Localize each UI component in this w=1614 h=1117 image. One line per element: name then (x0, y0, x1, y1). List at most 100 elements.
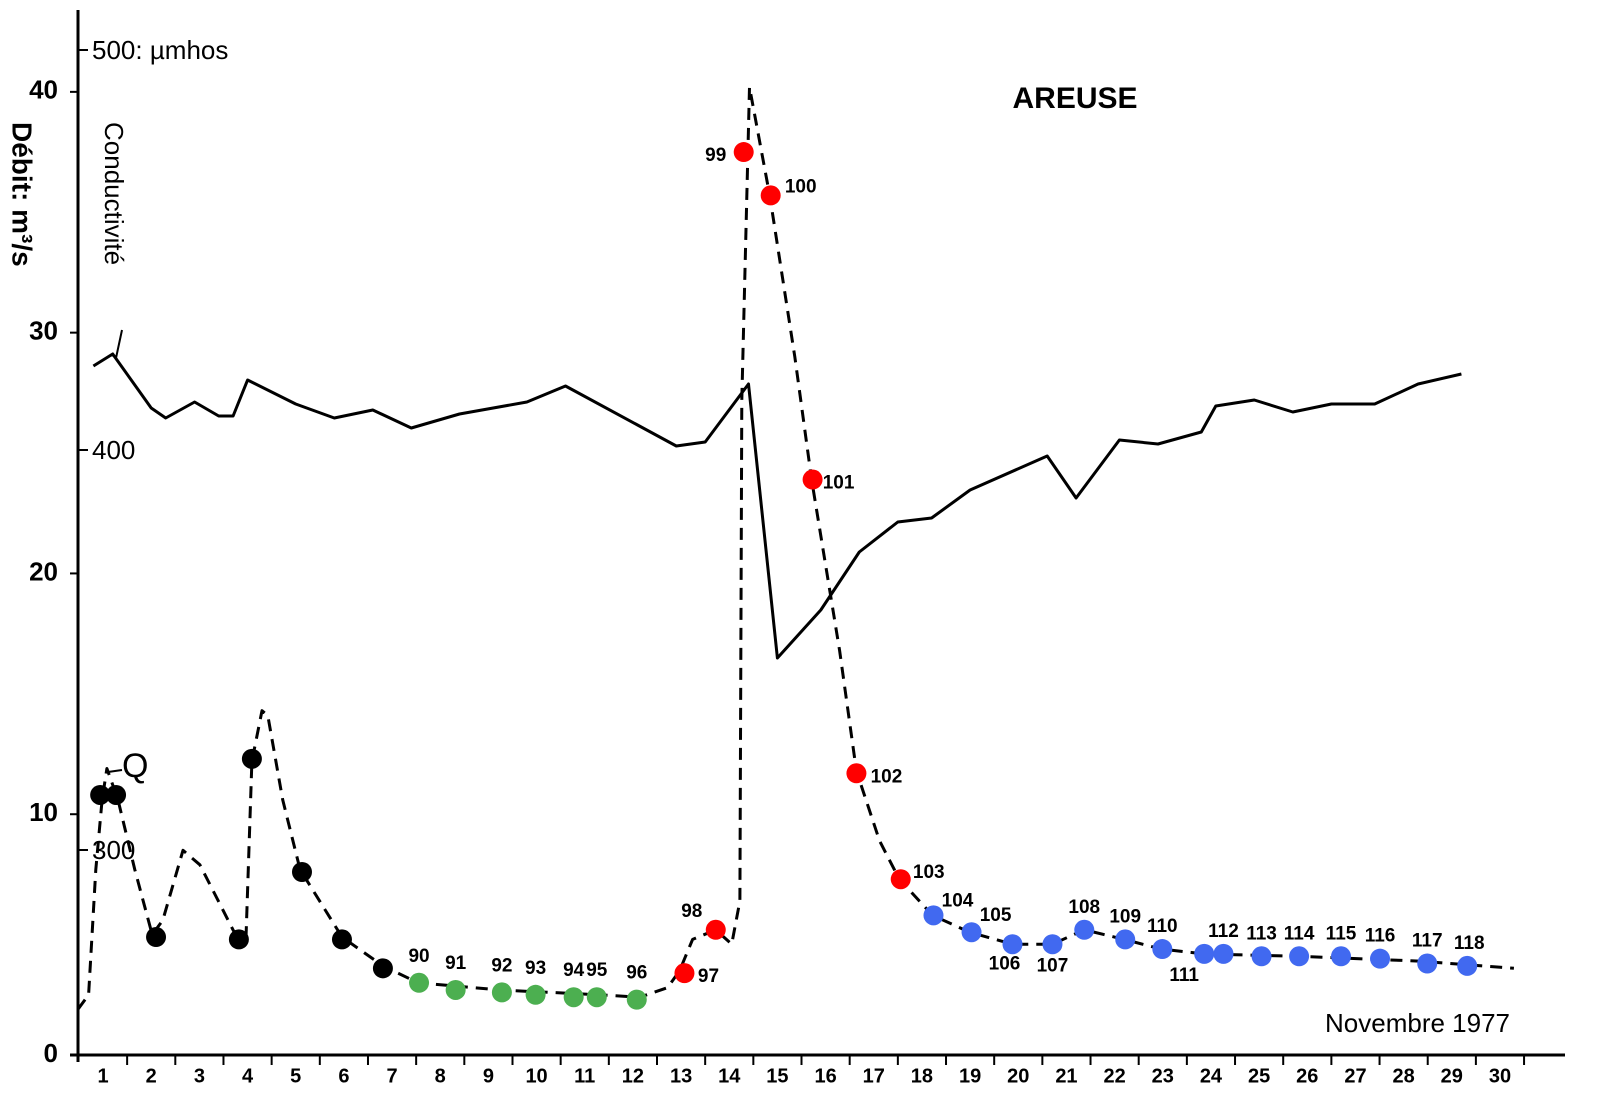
sample-point (802, 469, 823, 490)
sample-label: 111 (1169, 965, 1199, 986)
x-tick-label: 23 (1152, 1065, 1174, 1087)
sample-label: 109 (1109, 906, 1141, 927)
y-tick-label: 10 (29, 797, 58, 827)
sample-point (1152, 939, 1173, 960)
x-tick-label: 12 (622, 1065, 644, 1087)
sample-point (674, 963, 695, 984)
y2-tick-label: 300 (92, 835, 135, 865)
sample-point (445, 979, 466, 1000)
sample-point (291, 862, 312, 883)
line (92, 352, 1462, 660)
sample-label: 105 (980, 905, 1012, 926)
x-tick-label: 15 (766, 1065, 788, 1087)
x-tick-label: 22 (1103, 1065, 1125, 1087)
sample-label: 114 (1284, 923, 1315, 944)
x-tick-label: 25 (1248, 1065, 1270, 1087)
x-tick-label: 24 (1200, 1065, 1223, 1087)
x-tick-label: 9 (483, 1065, 494, 1087)
leader-line (115, 329, 123, 359)
sample-point (525, 984, 546, 1005)
sample-label: 108 (1068, 897, 1100, 918)
x-tick-label: 29 (1441, 1065, 1463, 1087)
y-tick-label: 30 (29, 316, 58, 346)
sample-point (1002, 934, 1023, 955)
series-label: Conductivité (99, 122, 129, 265)
sample-label: 95 (586, 960, 608, 981)
x-tick-label: 13 (670, 1065, 692, 1087)
sample-label: 92 (491, 955, 512, 976)
y-tick-label: 0 (44, 1038, 58, 1068)
sample-label: 106 (989, 953, 1021, 974)
x-tick-label: 3 (194, 1065, 205, 1087)
sample-point (1417, 953, 1438, 974)
y-axis-label: Débit: m³/s (7, 122, 38, 267)
sample-point (626, 989, 647, 1010)
series-label: Q (122, 747, 148, 785)
x-tick-label: 27 (1344, 1065, 1366, 1087)
sample-label: 102 (871, 766, 903, 787)
sample-point (241, 748, 262, 769)
y-tick-label: 20 (29, 556, 58, 586)
sample-point (372, 958, 393, 979)
x-tick-label: 4 (242, 1065, 254, 1087)
sample-label: 98 (681, 901, 702, 922)
sample-point (1457, 955, 1478, 976)
x-tick-label: 30 (1489, 1065, 1511, 1087)
sample-label: 94 (563, 960, 585, 981)
leader-line (107, 769, 123, 773)
sample-point (961, 922, 982, 943)
sample-point (146, 927, 167, 948)
sample-point (1331, 946, 1352, 967)
sample-point (90, 784, 111, 805)
sample-point (563, 987, 584, 1008)
sample-point (705, 919, 726, 940)
sample-point (846, 763, 867, 784)
sample-point (228, 929, 249, 950)
sample-label: 93 (525, 958, 546, 979)
x-tick-label: 1 (97, 1065, 108, 1087)
sample-label: 90 (408, 946, 429, 967)
x-tick-label: 19 (959, 1065, 981, 1087)
x-tick-label: 20 (1007, 1065, 1029, 1087)
x-tick-label: 18 (911, 1065, 933, 1087)
x-tick-label: 5 (290, 1065, 301, 1087)
sample-label: 103 (913, 862, 945, 883)
sample-label: 96 (626, 963, 647, 984)
sample-label: 101 (823, 473, 855, 494)
sample-point (890, 869, 911, 890)
x-tick-label: 17 (863, 1065, 885, 1087)
sample-point (1213, 943, 1234, 964)
y-tick-label: 40 (29, 75, 58, 105)
sample-point (1194, 943, 1215, 964)
sample-point (1115, 929, 1136, 950)
x-tick-label: 28 (1393, 1065, 1415, 1087)
sample-label: 99 (705, 145, 726, 166)
sample-point (1251, 946, 1272, 967)
sample-point (586, 987, 607, 1008)
sample-point (923, 905, 944, 926)
sample-label: 91 (445, 953, 467, 974)
x-tick-label: 21 (1055, 1065, 1077, 1087)
sample-label: 104 (942, 890, 974, 911)
sample-point (331, 929, 352, 950)
x-tick-label: 10 (525, 1065, 547, 1087)
sample-label: 112 (1208, 921, 1239, 942)
chart-title: AREUSE (1012, 82, 1137, 115)
sample-label: 116 (1365, 926, 1396, 947)
sample-point (1042, 934, 1063, 955)
sample-point (491, 982, 512, 1003)
x-tick-label: 7 (387, 1065, 398, 1087)
sample-point (409, 972, 430, 993)
sample-label: 97 (698, 966, 719, 987)
sample-label: 113 (1246, 923, 1277, 944)
x-tick-label: 14 (718, 1065, 741, 1087)
sample-label: 107 (1037, 955, 1069, 976)
sample-label: 115 (1326, 923, 1357, 944)
sample-label: 110 (1147, 916, 1178, 937)
x-tick-label: 2 (146, 1065, 157, 1087)
x-tick-label: 26 (1296, 1065, 1318, 1087)
sample-point (1074, 919, 1095, 940)
sample-point (1370, 948, 1391, 969)
sample-point (760, 185, 781, 206)
